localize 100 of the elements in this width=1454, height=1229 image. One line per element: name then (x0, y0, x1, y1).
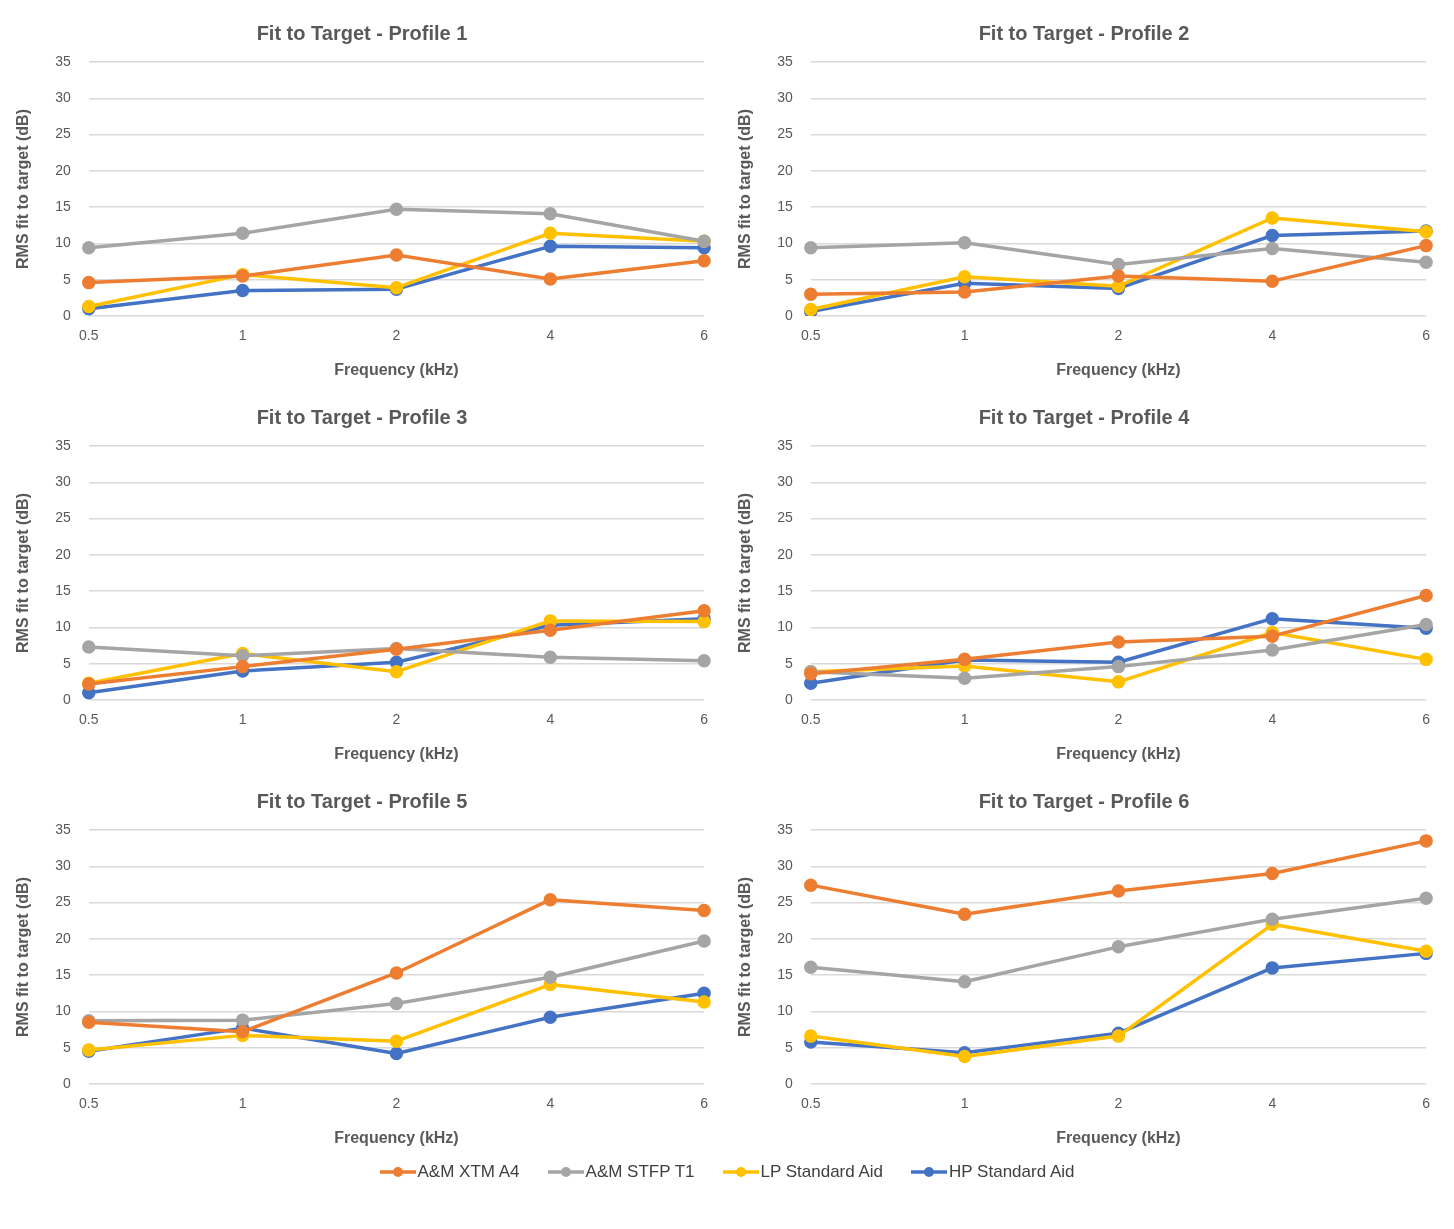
legend-label: A&M XTM A4 (417, 1162, 520, 1182)
x-tick-label: 4 (1268, 1095, 1277, 1112)
y-tick-label: 15 (55, 582, 71, 598)
y-tick-label: 0 (784, 1074, 793, 1091)
y-axis-title: RMS fit to target (dB) (14, 109, 32, 269)
y-tick-label: 10 (777, 618, 793, 635)
x-tick-label: 2 (1114, 1095, 1123, 1112)
y-tick-label: 0 (62, 690, 71, 707)
y-tick-label: 0 (784, 690, 793, 707)
x-tick-label: 4 (546, 1095, 555, 1112)
y-tick-label: 10 (55, 1002, 71, 1019)
x-tick-label: 1 (238, 1095, 247, 1112)
x-tick-label: 0.5 (79, 1095, 99, 1112)
y-tick-label: 25 (777, 893, 793, 910)
y-axis-title: RMS fit to target (dB) (14, 877, 32, 1037)
y-tick-label: 25 (55, 125, 71, 142)
x-tick-label: 2 (392, 1095, 401, 1112)
x-tick-label: 6 (1422, 1095, 1431, 1112)
x-tick-label: 0.5 (79, 327, 99, 344)
y-tick-label: 5 (62, 270, 71, 287)
legend-label: A&M STFP T1 (585, 1162, 695, 1182)
y-tick-label: 30 (55, 473, 71, 490)
y-tick-label: 10 (55, 234, 71, 251)
y-axis-title: RMS fit to target (dB) (736, 493, 754, 653)
x-tick-label: 1 (238, 327, 247, 344)
y-tick-label: 30 (777, 89, 793, 106)
x-tick-label: 1 (238, 711, 247, 728)
x-tick-label: 6 (700, 1095, 709, 1112)
y-tick-label: 5 (784, 654, 793, 671)
y-tick-label: 10 (777, 1002, 793, 1019)
y-tick-label: 30 (55, 89, 71, 106)
y-tick-label: 5 (784, 1038, 793, 1055)
y-tick-label: 20 (777, 929, 793, 946)
y-tick-label: 10 (55, 618, 71, 635)
y-tick-label: 20 (55, 545, 71, 562)
x-axis-title: Frequency (kHz) (1056, 360, 1181, 378)
y-tick-label: 15 (55, 966, 71, 982)
y-tick-label: 35 (55, 820, 71, 837)
x-tick-label: 6 (700, 327, 709, 344)
y-tick-label: 5 (62, 1038, 71, 1055)
x-tick-label: 0.5 (801, 327, 821, 344)
y-tick-label: 35 (777, 52, 793, 69)
y-tick-label: 20 (55, 929, 71, 946)
x-tick-label: 0.5 (801, 1095, 821, 1112)
legend-label: LP Standard Aid (760, 1162, 884, 1182)
x-tick-label: 4 (546, 327, 555, 344)
y-tick-label: 30 (777, 857, 793, 874)
x-tick-label: 2 (1114, 327, 1123, 344)
y-tick-label: 25 (55, 893, 71, 910)
y-tick-label: 0 (784, 306, 793, 323)
x-tick-label: 6 (1422, 711, 1431, 728)
x-tick-label: 1 (960, 327, 969, 344)
y-tick-label: 15 (777, 582, 793, 598)
y-tick-label: 0 (62, 1074, 71, 1091)
y-tick-label: 25 (777, 509, 793, 526)
y-tick-label: 15 (55, 198, 71, 214)
chart-title: Fit to Target - Profile 1 (256, 21, 468, 44)
chart-title: Fit to Target - Profile 4 (978, 405, 1191, 428)
x-tick-label: 1 (960, 1095, 969, 1112)
chart-title: Fit to Target - Profile 6 (978, 789, 1190, 812)
y-tick-label: 35 (55, 436, 71, 453)
x-tick-label: 6 (700, 711, 709, 728)
x-tick-label: 0.5 (79, 711, 99, 728)
y-axis-title: RMS fit to target (dB) (736, 109, 754, 269)
x-tick-label: 0.5 (801, 711, 821, 728)
y-tick-label: 5 (62, 654, 71, 671)
chart-title: Fit to Target - Profile 2 (978, 21, 1190, 44)
chart-title: Fit to Target - Profile 3 (256, 405, 468, 428)
y-tick-label: 0 (62, 306, 71, 323)
y-tick-label: 20 (777, 545, 793, 562)
x-axis-title: Frequency (kHz) (334, 744, 459, 762)
x-tick-label: 2 (1114, 711, 1123, 728)
y-tick-label: 35 (777, 820, 793, 837)
legend-label: HP Standard Aid (949, 1162, 1075, 1182)
y-tick-label: 15 (777, 966, 793, 982)
x-tick-label: 2 (392, 711, 401, 728)
x-axis-title: Frequency (kHz) (1056, 744, 1181, 762)
y-tick-label: 25 (55, 509, 71, 526)
y-tick-label: 20 (55, 161, 71, 178)
x-tick-label: 4 (1268, 711, 1277, 728)
y-tick-label: 35 (55, 52, 71, 69)
x-axis-title: Frequency (kHz) (334, 1128, 459, 1146)
chart-title: Fit to Target - Profile 5 (256, 789, 468, 812)
y-tick-label: 25 (777, 125, 793, 142)
x-tick-label: 1 (960, 711, 969, 728)
y-tick-label: 30 (55, 857, 71, 874)
x-tick-label: 4 (1268, 327, 1277, 344)
y-tick-label: 5 (784, 270, 793, 287)
y-axis-title: RMS fit to target (dB) (14, 493, 32, 653)
x-tick-label: 2 (392, 327, 401, 344)
y-axis-title: RMS fit to target (dB) (736, 877, 754, 1037)
y-tick-label: 20 (777, 161, 793, 178)
y-tick-label: 35 (777, 436, 793, 453)
x-axis-title: Frequency (kHz) (1056, 1128, 1181, 1146)
x-axis-title: Frequency (kHz) (334, 360, 459, 378)
y-tick-label: 10 (777, 234, 793, 251)
y-tick-label: 15 (777, 198, 793, 214)
x-tick-label: 4 (546, 711, 555, 728)
x-tick-label: 6 (1422, 327, 1431, 344)
y-tick-label: 30 (777, 473, 793, 490)
